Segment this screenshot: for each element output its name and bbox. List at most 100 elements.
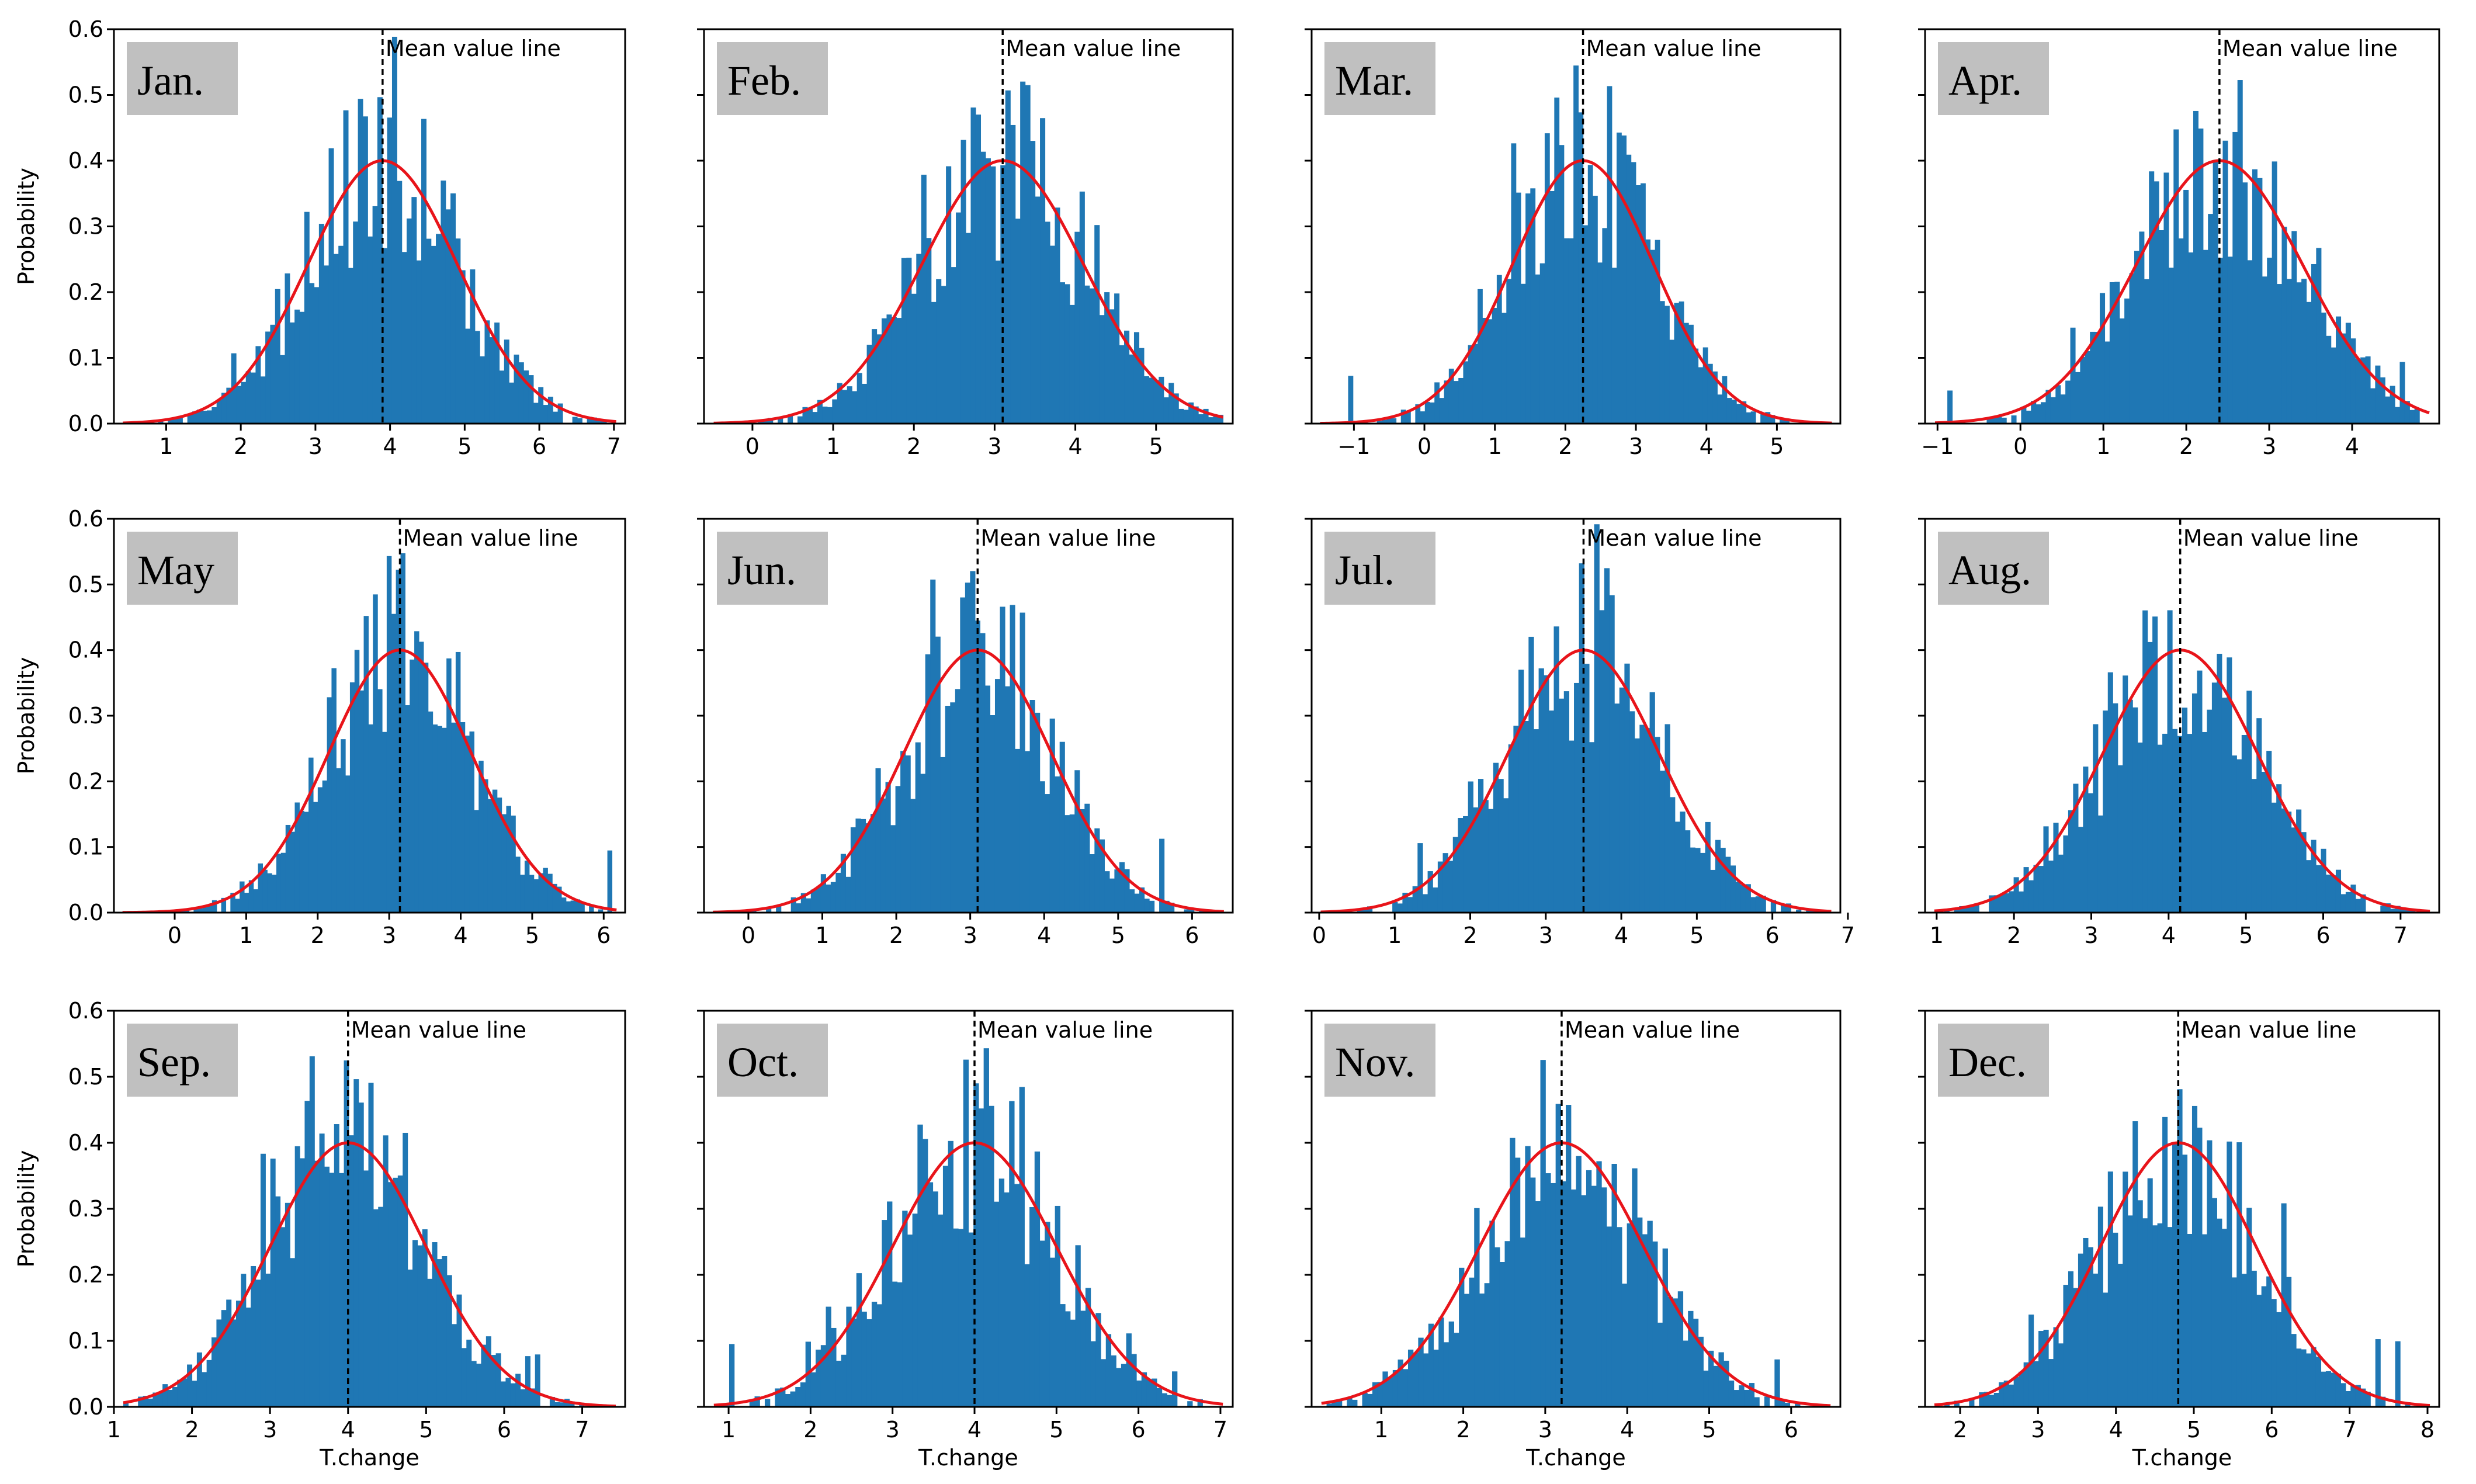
histogram-bar — [1655, 737, 1660, 913]
histogram-bar — [1458, 818, 1464, 913]
histogram-bar — [1731, 400, 1737, 424]
histogram-bar — [308, 757, 314, 913]
histogram-bar — [1513, 726, 1519, 913]
histogram-bar — [871, 1302, 878, 1407]
histogram-bar — [1993, 1392, 1999, 1407]
histogram-bar — [1664, 306, 1670, 424]
histogram-bar — [1986, 417, 1992, 424]
histogram-bar — [314, 287, 320, 424]
histogram-bar — [401, 252, 407, 424]
histogram-bar — [2178, 238, 2184, 424]
histogram-bar — [207, 906, 213, 913]
histogram-bar — [300, 1158, 306, 1407]
x-tick-label: 1 — [826, 434, 840, 459]
histogram-bar — [2097, 815, 2103, 913]
histogram-bar — [1167, 1395, 1173, 1407]
histogram-bar — [1969, 1398, 1975, 1407]
histogram-bar — [2063, 835, 2069, 913]
histogram-bar — [2127, 699, 2133, 913]
histogram-bar — [1702, 347, 1708, 424]
histogram-bar — [569, 1401, 575, 1407]
histogram-bar — [1795, 1402, 1801, 1407]
histogram-bar — [1627, 1223, 1632, 1407]
histogram-bar — [1611, 1164, 1617, 1407]
histogram-bar — [1621, 1284, 1628, 1407]
histogram-bar — [1745, 884, 1751, 913]
histogram-bar — [2296, 1348, 2302, 1407]
histogram-bar — [338, 245, 344, 424]
histogram-bar — [1377, 1382, 1383, 1407]
histogram-bar — [317, 787, 323, 913]
histogram-bar — [426, 238, 432, 424]
histogram-bar — [2404, 401, 2410, 424]
histogram-bar — [299, 810, 304, 913]
histogram-bar — [2104, 341, 2110, 424]
histogram-bar — [1506, 279, 1512, 424]
histogram-bar — [1498, 779, 1504, 913]
histogram-bar — [990, 715, 996, 913]
histogram-bar — [1710, 869, 1716, 913]
histogram-bar — [589, 905, 594, 913]
histogram-bar — [348, 268, 353, 424]
histogram-bar — [1488, 809, 1494, 913]
histogram-bar — [953, 1228, 959, 1407]
histogram-bar — [932, 1191, 938, 1407]
histogram-bar — [535, 1354, 540, 1407]
month-label-box — [1938, 42, 2049, 115]
histogram-bar — [1560, 1181, 1566, 1407]
histogram-bar — [1629, 711, 1635, 913]
histogram-bar — [1428, 1323, 1434, 1407]
histogram-bar — [226, 1299, 232, 1407]
histogram-bar — [1000, 606, 1005, 913]
histogram-bar — [1144, 899, 1150, 913]
histogram-bar — [1019, 612, 1025, 913]
x-tick-label: 5 — [2187, 1417, 2201, 1443]
subplot-apr: Mean value line Apr. −1 0 1 2 3 4 — [1918, 28, 2440, 459]
histogram-bar — [216, 1319, 222, 1407]
histogram-bar — [1607, 86, 1612, 424]
histogram-bar — [911, 293, 917, 424]
histogram-bar — [483, 779, 488, 913]
histogram-bar — [2246, 691, 2252, 913]
histogram-bar — [474, 331, 480, 424]
histogram-bar — [2385, 396, 2391, 424]
histogram-bar — [1594, 524, 1600, 913]
histogram-bar — [1347, 1398, 1353, 1407]
histogram-bar — [450, 193, 456, 424]
histogram-bar — [1705, 821, 1711, 913]
histogram-bar — [896, 318, 902, 424]
x-tick-label: 0 — [745, 434, 760, 459]
histogram-bar — [202, 1372, 207, 1407]
histogram-bar — [2271, 802, 2277, 913]
histogram-bar — [1760, 414, 1766, 424]
month-label: Apr. — [1948, 57, 2022, 104]
histogram-bar — [1770, 415, 1775, 424]
histogram-bar — [1448, 368, 1454, 424]
y-tick-label: 0.0 — [68, 900, 103, 925]
histogram-bar — [1105, 1334, 1112, 1407]
histogram-bar — [1472, 344, 1478, 424]
histogram-bar — [2355, 899, 2361, 913]
histogram-bar — [280, 355, 286, 424]
histogram-bar — [1530, 188, 1536, 424]
histogram-bar — [1954, 909, 1960, 913]
normal-fit-curve — [713, 159, 1223, 424]
x-tick-label: 4 — [1068, 434, 1082, 459]
histogram-bar — [2078, 827, 2083, 913]
histogram-bar — [221, 897, 227, 913]
histogram-bar — [327, 697, 332, 913]
histogram-bar — [2281, 227, 2287, 424]
histogram-bar — [1213, 416, 1219, 424]
histogram-bar — [1184, 909, 1190, 913]
subplot-dec: Mean value line Dec. 2 3 4 5 6 7 8 T.change — [1918, 1010, 2440, 1471]
histogram-bar — [1478, 779, 1484, 913]
histogram-bar — [1458, 377, 1464, 424]
month-label-box — [717, 532, 828, 605]
histogram-bar — [841, 1354, 847, 1407]
histogram-bar — [1492, 308, 1497, 424]
histogram-bar — [2113, 703, 2118, 913]
histogram-bar — [1679, 301, 1684, 424]
histogram-bar — [1501, 313, 1507, 424]
histogram-bar — [248, 880, 254, 913]
normal-fit-curve — [123, 159, 616, 424]
